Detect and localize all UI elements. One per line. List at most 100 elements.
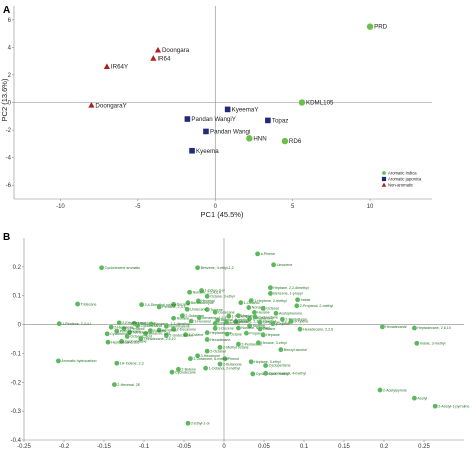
- loading-label: Aromatic hydrocarbon: [61, 359, 96, 363]
- loading-point: [297, 326, 303, 332]
- loading-label: 1-Hexanol: [194, 319, 211, 323]
- loading-label: 2-Propanol, 2-methyl: [300, 304, 334, 308]
- loading-label: Octane, 3-ethyl: [210, 294, 235, 298]
- x-tick-label: -0.05: [177, 444, 191, 449]
- loading-label: Cyclopentene: [269, 364, 291, 368]
- x-tick-label: 0.15: [338, 444, 350, 449]
- loading-point: [414, 340, 420, 346]
- loading-label: Butanoic acid: [149, 332, 171, 336]
- loading-point: [184, 306, 190, 312]
- loading-label: 2-Octanone: [185, 314, 204, 318]
- scores-plot: -10 -5 0 5 10 -6 -4 -2 0 2 4 6 PC1 (45.5%) PC2 (13.6%…: [0, 6, 432, 219]
- sample-label: Topaz: [272, 117, 289, 124]
- loading-point: [204, 330, 210, 336]
- loading-point: [204, 337, 210, 342]
- loading-label: Heptadecane: [210, 331, 231, 335]
- sample-label: DoongaraY: [95, 102, 126, 109]
- loading-point: [257, 319, 263, 325]
- loading-point: [196, 315, 202, 321]
- loading-label: Acetyl: [417, 396, 427, 400]
- sample-label: KyeemaY: [232, 106, 259, 113]
- loading-point: [248, 359, 254, 365]
- loading-label: Pentadecane: [120, 329, 141, 333]
- loading-point: [176, 366, 181, 372]
- loading-point: [247, 316, 253, 321]
- loading-label: 3-Hexanone: [201, 354, 221, 358]
- loading-label: Octane: [230, 332, 242, 336]
- loading-label: Benzyl alcohol: [284, 348, 307, 352]
- loading-label: Heptadecane, 2,6: [111, 340, 139, 344]
- y-tick-label: -0.2: [11, 380, 22, 386]
- sample-point: [103, 63, 110, 70]
- loading-point: [248, 298, 254, 304]
- loading-point: [180, 313, 185, 319]
- loading-point: [377, 387, 383, 393]
- loading-point: [116, 320, 122, 326]
- y-tick-label: -0.4: [11, 438, 22, 444]
- loading-point: [212, 321, 218, 326]
- loading-point: [252, 310, 257, 315]
- loading-label: 2-Methyl octane: [223, 346, 249, 350]
- loading-point: [171, 315, 177, 321]
- loading-point: [132, 321, 137, 326]
- y-tick-label: 0.1: [13, 294, 22, 300]
- x-tick-label: 10: [367, 204, 374, 210]
- loading-label: Limonene: [277, 263, 293, 267]
- loading-label: Decanal: [177, 303, 190, 307]
- loading-label: Benzene, 1,2,3: [202, 316, 226, 320]
- loading-label: Cyclohexane: [110, 332, 131, 336]
- x-tick-label: 0.25: [418, 444, 430, 449]
- loading-label: Nonanal: [252, 306, 266, 310]
- loading-point: [183, 332, 189, 338]
- loading-point: [56, 358, 61, 364]
- loading-label: Dodecane: [218, 310, 234, 314]
- loading-point: [188, 356, 193, 362]
- loading-label: Heptanal: [241, 314, 256, 318]
- loading-point: [114, 328, 120, 334]
- loading-label: 2-Hexanone: [114, 325, 134, 329]
- loading-point: [188, 318, 194, 324]
- sample-label: Doongara: [162, 47, 190, 54]
- sample-point: [189, 147, 195, 154]
- loading-point: [252, 314, 258, 320]
- loading-point: [215, 317, 221, 323]
- legend-label: Aromatic indica: [388, 171, 417, 176]
- loading-label: Octanal: [266, 307, 279, 311]
- sample-label: RD6: [289, 138, 302, 145]
- y-axis-label: PC2 (13.6%): [0, 78, 9, 121]
- sample-point: [281, 137, 289, 145]
- loading-label: Hexanal: [201, 299, 214, 303]
- loading-point: [236, 341, 241, 347]
- loading-label: Decane: [263, 327, 275, 331]
- loading-label: Pentane, 2,3,4: [162, 305, 185, 309]
- loading-point: [412, 395, 417, 401]
- loading-label: Nonane, 2,2,4,6,6: [193, 290, 222, 294]
- loading-point: [203, 365, 209, 371]
- loading-label: Indole, 3-methyl: [420, 342, 446, 346]
- loading-point: [273, 310, 279, 316]
- loading-label: Hexane: [257, 311, 269, 315]
- x-tick-label: 0: [222, 444, 226, 449]
- loading-label: 1-Heptene, 2-methyl: [254, 299, 287, 303]
- loading-label: Benzene, 1,3-dimethyl: [154, 322, 190, 326]
- loading-label: Benzaldehyde: [191, 301, 214, 305]
- loading-label: Phenol: [228, 357, 239, 361]
- loading-label: Benzene, 4-ethyl-1,2: [201, 266, 234, 270]
- loading-point: [124, 334, 130, 339]
- loading-point: [204, 348, 210, 354]
- loading-point: [138, 336, 144, 342]
- loading-point: [236, 313, 241, 319]
- loading-point: [217, 344, 223, 350]
- loading-point: [280, 316, 285, 322]
- loading-point: [268, 291, 273, 296]
- loading-label: a-Pinene: [261, 252, 275, 256]
- loading-point: [148, 328, 153, 334]
- loading-label: 1-Octen-3-ol: [205, 289, 225, 293]
- loading-point: [236, 325, 241, 331]
- loading-point: [105, 339, 111, 345]
- sample-label: Kyeema: [196, 148, 219, 155]
- sample-point: [245, 134, 253, 142]
- x-tick-label: -0.1: [139, 444, 150, 449]
- y-tick-label: -0.1: [11, 351, 22, 357]
